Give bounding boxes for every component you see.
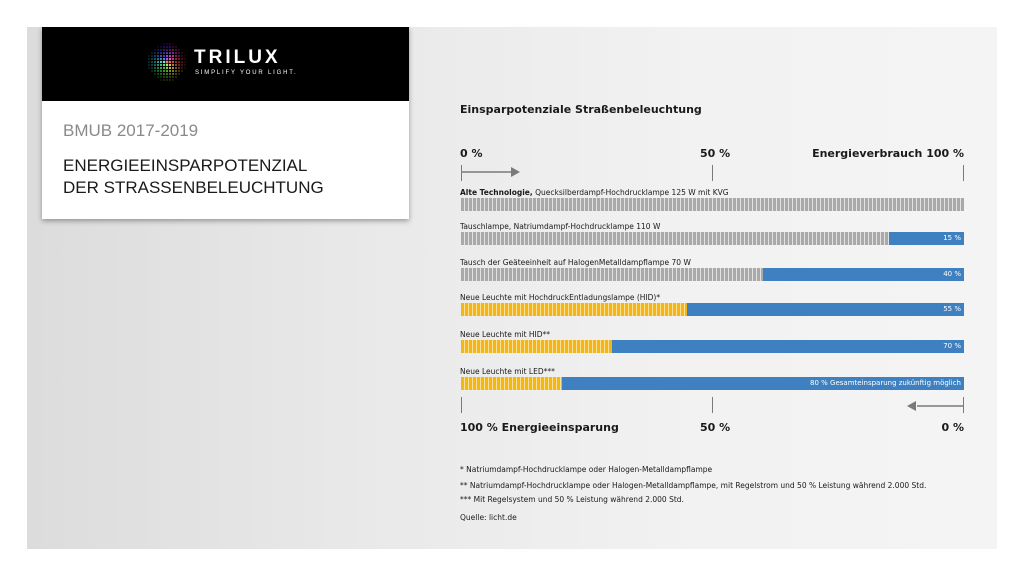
source-note: Quelle: licht.de [460, 513, 517, 522]
title-card: TRILUX SIMPLIFY YOUR LIGHT. BMUB 2017-20… [42, 27, 409, 219]
bar-label-text-3: Neue Leuchte mit HochdruckEntladungslamp… [460, 293, 661, 302]
bar-value-label-5: 80 % Gesamteinsparung zukünftig möglich [810, 379, 961, 387]
bar-value-label-3: 55 % [943, 305, 961, 313]
bar-label-3: Neue Leuchte mit HochdruckEntladungslamp… [460, 293, 660, 302]
bar-label-0: Alte Technologie, Quecksilberdampf-Hochd… [460, 188, 729, 197]
bar-consumption-1 [461, 232, 889, 245]
bar-4: 70 % [461, 340, 964, 353]
bar-0 [461, 198, 964, 211]
bar-label-text-0: Quecksilberdampf-Hochdrucklampe 125 W mi… [532, 188, 729, 197]
bottom-axis-mid-label: 50 % [700, 421, 731, 434]
bar-savings-2: 40 % [762, 268, 964, 281]
bar-savings-1: 15 % [888, 232, 964, 245]
right-arrow-head [511, 167, 520, 177]
top-axis-mid-label: 50 % [700, 147, 731, 160]
card-title: ENERGIEEINSPARPOTENZIAL DER STRASSENBELE… [63, 155, 324, 199]
bar-savings-4: 70 % [611, 340, 964, 353]
footnote-1: * Natriumdampf-Hochdrucklampe oder Halog… [460, 465, 713, 474]
bar-label-text-4: Neue Leuchte mit HID** [460, 330, 551, 339]
bar-label-text-1: Tauschlampe, Natriumdampf-Hochdrucklampe… [460, 222, 661, 231]
bottom-axis-mid-tick [712, 397, 713, 413]
bar-consumption-4 [461, 340, 612, 353]
trilux-globe-icon [148, 43, 186, 81]
top-axis-right-label: Energieverbrauch 100 % [812, 147, 964, 160]
bar-label-5: Neue Leuchte mit LED*** [460, 367, 555, 376]
bar-1: 15 % [461, 232, 964, 245]
bottom-axis-right-tick [963, 397, 964, 413]
bar-label-1: Tauschlampe, Natriumdampf-Hochdrucklampe… [460, 222, 660, 231]
bar-label-4: Neue Leuchte mit HID** [460, 330, 550, 339]
brand-tagline: SIMPLIFY YOUR LIGHT. [195, 70, 298, 76]
bar-2: 40 % [461, 268, 964, 281]
bar-value-label-1: 15 % [943, 234, 961, 242]
bar-3: 55 % [461, 303, 964, 316]
top-axis-left-label: 0 % [460, 147, 483, 160]
slide: TRILUX SIMPLIFY YOUR LIGHT. BMUB 2017-20… [27, 27, 997, 549]
top-axis-right-tick [963, 165, 964, 181]
bar-value-label-2: 40 % [943, 270, 961, 278]
top-axis-mid-tick [712, 165, 713, 181]
bar-label-text-5: Neue Leuchte mit LED*** [460, 367, 555, 376]
card-subtitle: BMUB 2017-2019 [63, 121, 199, 140]
left-arrow-head [907, 401, 916, 411]
chart-title: Einsparpotenziale Straßenbeleuchtung [460, 103, 702, 116]
bar-label-text-2: Tausch der Geäteeinheit auf HalogenMetal… [460, 258, 691, 267]
card-title-line-2: DER STRASSENBELEUCHTUNG [63, 178, 324, 197]
bar-label-2: Tausch der Geäteeinheit auf HalogenMetal… [460, 258, 691, 267]
bar-consumption-0 [461, 198, 964, 211]
bar-5: 80 % Gesamteinsparung zukünftig möglich [461, 377, 964, 390]
bottom-axis-right-label: 0 % [941, 421, 964, 434]
bottom-axis-left-label: 100 % Energieeinsparung [460, 421, 619, 434]
bar-savings-5: 80 % Gesamteinsparung zukünftig möglich [561, 377, 964, 390]
bar-consumption-2 [461, 268, 763, 281]
bar-label-bold-0: Alte Technologie, [460, 188, 533, 197]
footnote-2: ** Natriumdampf-Hochdrucklampe oder Halo… [460, 481, 927, 490]
footnote-3: *** Mit Regelsystem und 50 % Leistung wä… [460, 495, 684, 504]
bottom-axis-left-tick [461, 397, 462, 413]
logo-band: TRILUX SIMPLIFY YOUR LIGHT. [42, 27, 409, 101]
bar-consumption-5 [461, 377, 562, 390]
bar-value-label-4: 70 % [943, 342, 961, 350]
brand-name: TRILUX [194, 47, 281, 68]
card-title-line-1: ENERGIEEINSPARPOTENZIAL [63, 156, 308, 175]
bar-savings-3: 55 % [687, 303, 964, 316]
bar-consumption-3 [461, 303, 688, 316]
